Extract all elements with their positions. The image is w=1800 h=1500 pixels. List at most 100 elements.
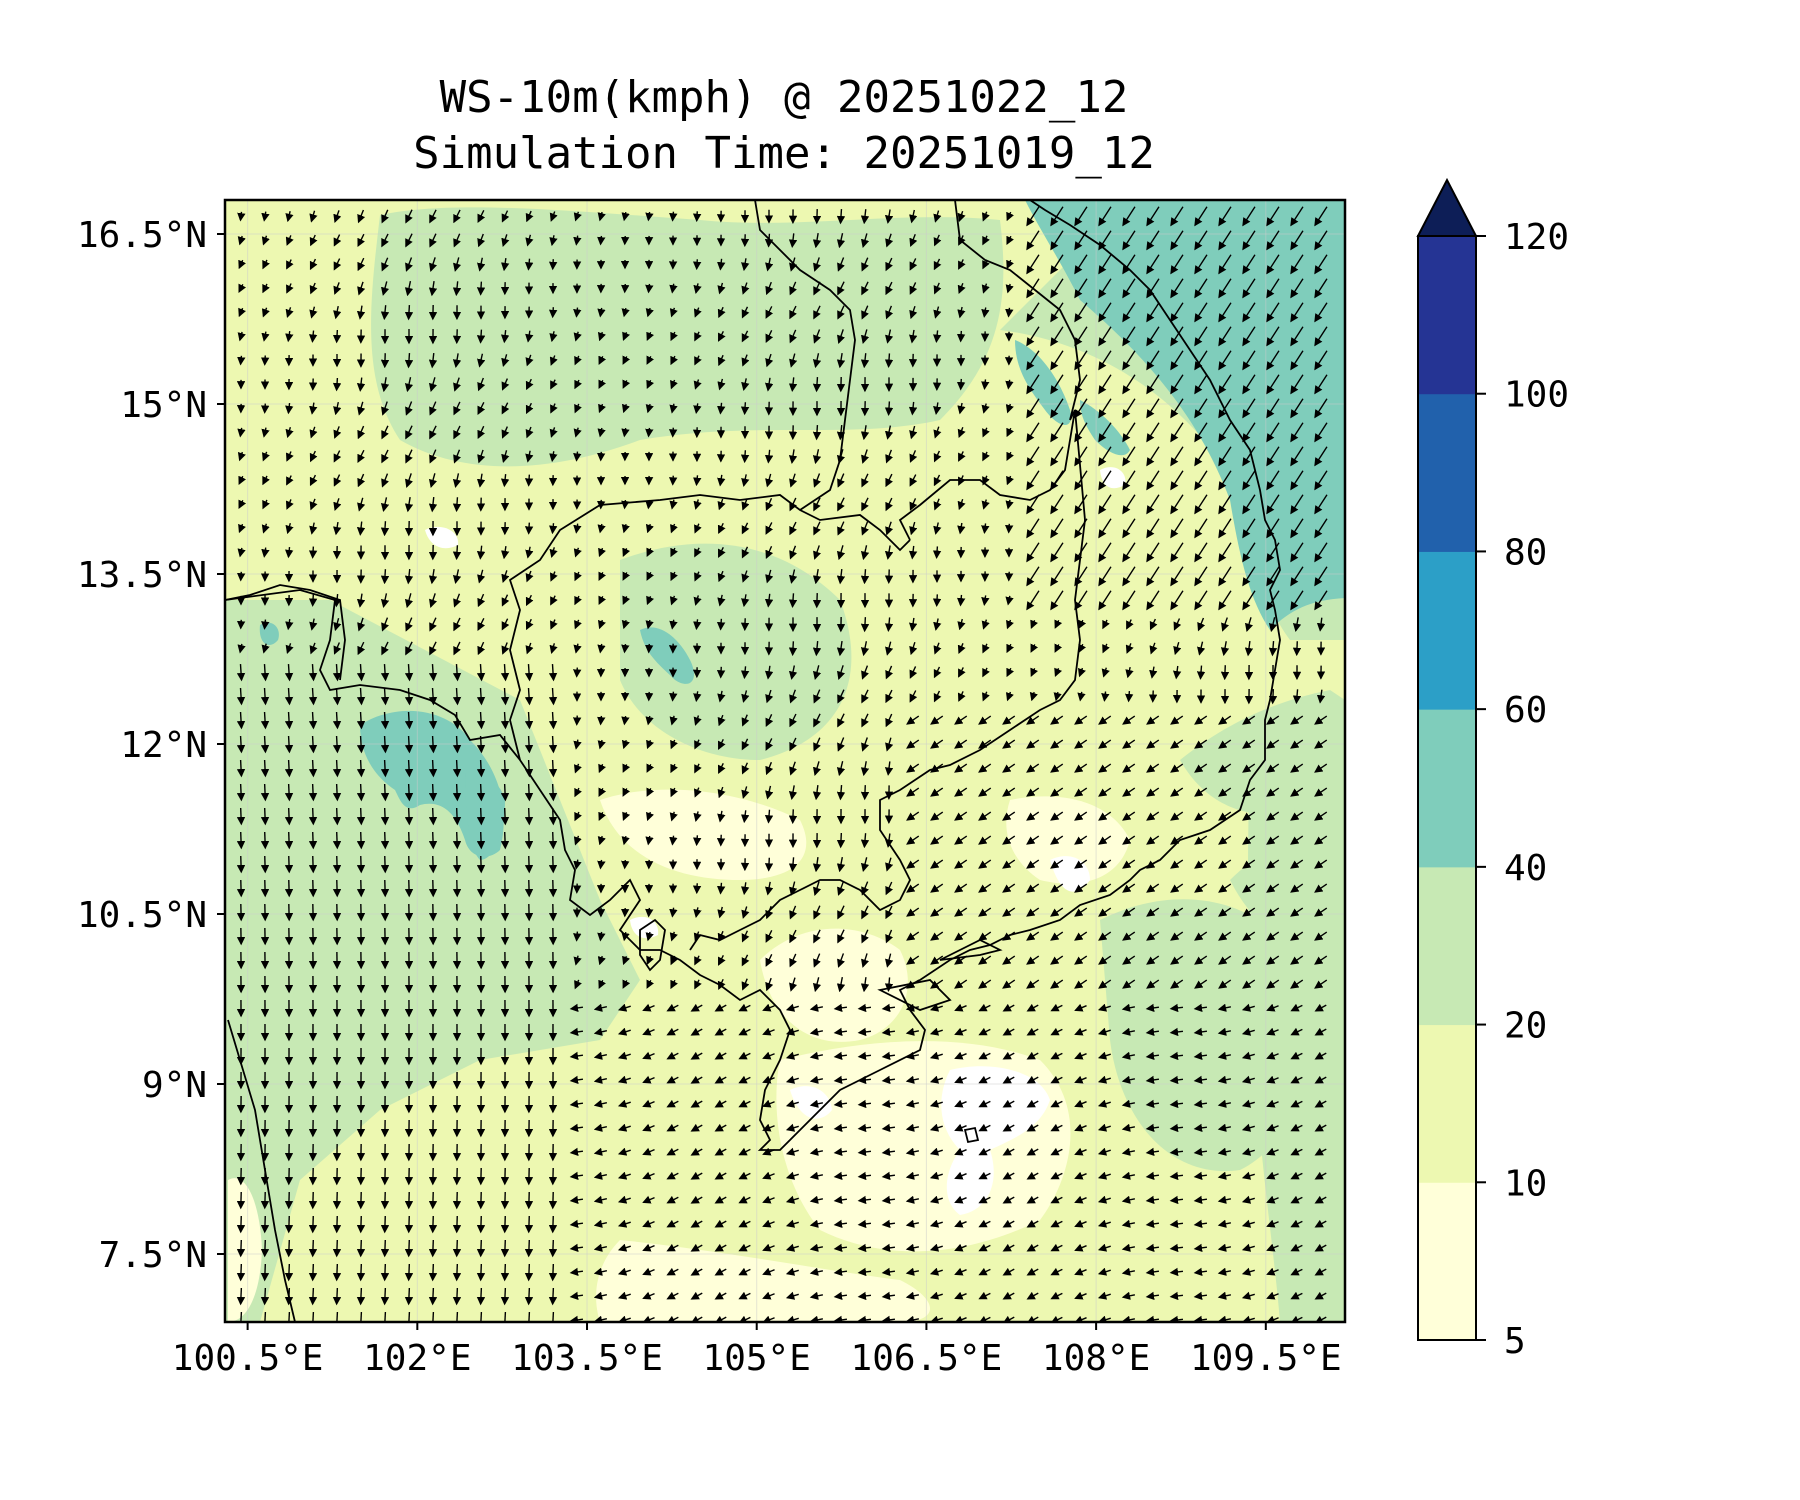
wind-vector xyxy=(308,807,318,826)
wind-vector xyxy=(524,1239,534,1258)
wind-vector xyxy=(836,449,846,465)
wind-vector xyxy=(476,711,486,730)
wind-vector xyxy=(237,547,246,558)
wind-vector xyxy=(309,522,318,535)
island-con-dao xyxy=(963,1126,980,1144)
wind-vector xyxy=(861,473,869,488)
contour-5-10-delta xyxy=(760,928,908,1042)
wind-vector xyxy=(453,233,461,248)
wind-vector xyxy=(765,353,774,368)
wind-vector xyxy=(260,831,270,850)
wind-vector xyxy=(813,521,821,536)
calm-spot-highlands xyxy=(1100,467,1126,489)
wind-vector xyxy=(717,306,726,319)
wind-vector xyxy=(1194,542,1208,563)
wind-vector xyxy=(501,234,510,247)
map-plot-area xyxy=(225,200,1345,1322)
wind-vector xyxy=(284,855,294,874)
wind-vector xyxy=(933,522,942,535)
wind-vector xyxy=(525,354,534,367)
wind-vector xyxy=(741,306,750,319)
wind-vector xyxy=(861,521,869,536)
wind-vector xyxy=(477,353,486,368)
wind-vector xyxy=(428,377,438,393)
wind-vector xyxy=(452,1287,462,1306)
wind-vector xyxy=(981,211,990,222)
wind-vector xyxy=(452,281,462,297)
wind-vector xyxy=(597,427,606,438)
wind-vector xyxy=(452,1311,462,1322)
wind-vector xyxy=(1170,494,1184,515)
wind-vector xyxy=(380,711,390,730)
wind-vector xyxy=(693,499,702,510)
wind-vector xyxy=(260,403,270,414)
wind-vector xyxy=(261,523,270,534)
wind-vector xyxy=(1290,230,1304,251)
wind-vector xyxy=(861,305,869,320)
wind-vector xyxy=(1146,518,1160,539)
wind-vector xyxy=(1050,398,1064,419)
wind-vector xyxy=(884,209,894,224)
wind-vector xyxy=(788,809,798,825)
border-laos-north xyxy=(754,200,856,511)
wind-vector xyxy=(740,450,750,464)
wind-vector xyxy=(1290,302,1304,323)
wind-vector xyxy=(1170,470,1184,491)
wind-vector xyxy=(548,1215,558,1234)
wind-vector xyxy=(1266,518,1280,539)
contour-5-10-bottom-band xyxy=(596,1240,930,1322)
wind-vector xyxy=(596,451,606,462)
wind-vector xyxy=(404,855,414,874)
wind-vector xyxy=(646,355,655,365)
wind-vector xyxy=(261,307,270,318)
wind-vector xyxy=(357,257,366,272)
wind-vector xyxy=(1098,446,1112,467)
wind-vector xyxy=(428,807,438,826)
wind-vector xyxy=(860,569,870,585)
wind-vector xyxy=(309,474,318,487)
wind-vector xyxy=(549,523,558,535)
wind-vector xyxy=(1266,302,1280,323)
wind-vector xyxy=(1146,446,1160,467)
wind-vector xyxy=(1266,422,1280,443)
wind-vector xyxy=(1194,374,1208,395)
wind-vector xyxy=(981,523,990,534)
wind-vector xyxy=(404,831,414,850)
x-tick-label: 105°E xyxy=(703,1338,811,1379)
wind-vector xyxy=(836,545,846,561)
wind-vector xyxy=(669,403,678,414)
border-thailand-myanmar xyxy=(225,584,346,681)
wind-vector xyxy=(884,353,894,368)
wind-vector xyxy=(789,473,798,488)
wind-vector xyxy=(1006,211,1014,222)
wind-vector xyxy=(860,233,870,248)
x-tick-label: 108°E xyxy=(1042,1338,1150,1379)
y-tick-label: 7.5°N xyxy=(99,1235,207,1276)
wind-vector xyxy=(380,1239,390,1258)
wind-vector xyxy=(909,258,918,271)
wind-vector xyxy=(1098,206,1112,227)
wind-vector xyxy=(717,354,726,367)
wind-vector xyxy=(236,687,246,706)
wind-vector xyxy=(476,1263,486,1282)
wind-vector xyxy=(861,449,870,464)
wind-vector xyxy=(524,1311,534,1322)
wind-vector xyxy=(909,209,918,224)
wind-vector xyxy=(428,783,438,802)
wind-vector xyxy=(1006,427,1014,438)
wind-vector xyxy=(836,352,846,369)
wind-vector xyxy=(500,807,510,826)
wind-vector xyxy=(404,1287,414,1306)
wind-vector xyxy=(308,1287,318,1306)
wind-vector xyxy=(788,593,798,609)
wind-vector xyxy=(741,330,750,343)
wind-vector xyxy=(957,427,966,439)
wind-vector xyxy=(237,355,246,366)
wind-vector xyxy=(284,807,294,826)
wind-vector xyxy=(909,305,918,320)
border-laos-vietnam xyxy=(954,200,1081,421)
wind-vector xyxy=(717,378,726,391)
wind-vector xyxy=(741,258,750,272)
wind-vector xyxy=(885,521,894,536)
wind-vector xyxy=(452,497,462,513)
